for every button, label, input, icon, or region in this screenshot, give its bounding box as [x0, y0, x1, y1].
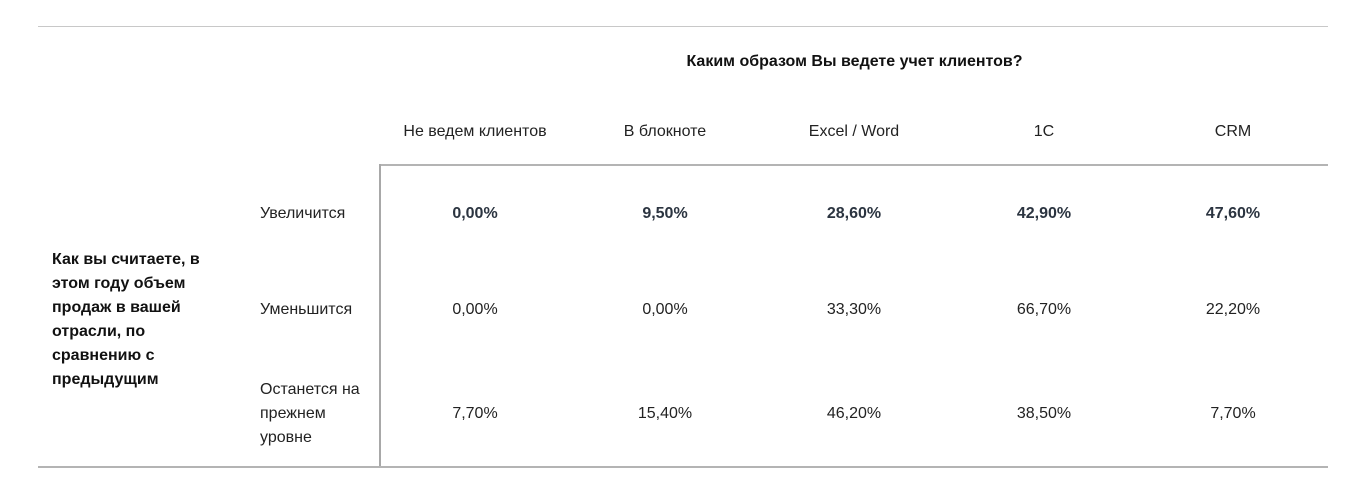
- table-cell: 9,50%: [642, 205, 688, 222]
- table-cell: 42,90%: [1016, 205, 1072, 222]
- table-cell: 15,40%: [637, 405, 693, 422]
- column-question-title: Каким образом Вы ведете учет клиентов?: [686, 53, 1023, 70]
- table-cell: 7,70%: [1210, 405, 1256, 422]
- table-cell: 66,70%: [1016, 301, 1072, 318]
- header-rule: [381, 164, 1328, 166]
- row-label-unchanged: Останется на прежнем уровне: [260, 381, 360, 446]
- column-header-no-tracking: Не ведем клиентов: [403, 123, 547, 140]
- column-header-notebook: В блокноте: [623, 123, 707, 140]
- top-rule: [38, 26, 1328, 27]
- bottom-rule: [38, 466, 1328, 468]
- column-header-excel-word: Excel / Word: [808, 123, 900, 140]
- table-cell: 38,50%: [1016, 405, 1072, 422]
- row-label-increase: Увеличится: [260, 205, 346, 222]
- row-label-decrease: Уменьшится: [260, 301, 353, 318]
- table-cell: 0,00%: [452, 205, 498, 222]
- table-cell: 46,20%: [826, 405, 882, 422]
- table-cell: 7,70%: [452, 405, 498, 422]
- table-cell: 0,00%: [452, 301, 498, 318]
- table-cell: 33,30%: [826, 301, 882, 318]
- row-question-title: Как вы считаете, в этом году объем прода…: [52, 251, 200, 388]
- column-header-crm: CRM: [1214, 123, 1252, 140]
- table-cell: 28,60%: [826, 205, 882, 222]
- table-cell: 0,00%: [642, 301, 688, 318]
- table-cell: 22,20%: [1205, 301, 1261, 318]
- column-header-1c: 1C: [1033, 123, 1055, 140]
- table-cell: 47,60%: [1205, 205, 1261, 222]
- row-header-divider: [379, 164, 381, 468]
